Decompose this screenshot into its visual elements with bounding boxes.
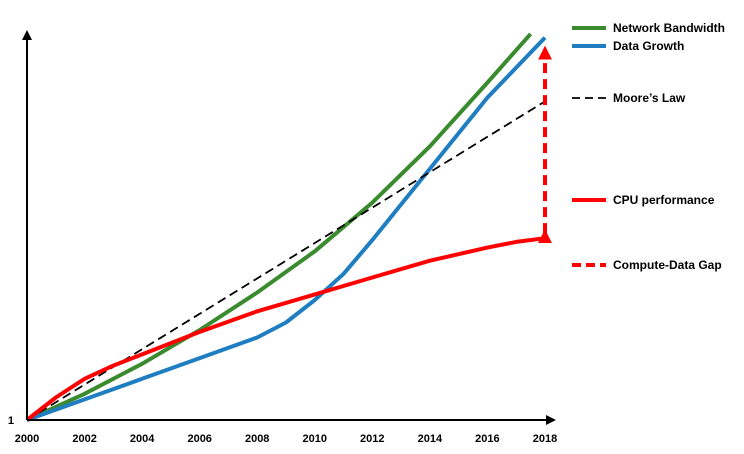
x-tick-label: 2018 (533, 433, 557, 445)
x-tick-label: 2016 (475, 433, 499, 445)
legend-label: Compute-Data Gap (613, 258, 722, 272)
legend-label: Network Bandwidth (613, 21, 725, 35)
series-line-moore-s-law (26, 100, 546, 421)
x-tick-label: 2006 (187, 433, 211, 445)
x-tick-label: 2012 (360, 433, 384, 445)
series-line-network-bandwidth (26, 32, 533, 422)
series-line-cpu-performance (25, 236, 546, 422)
x-tick-label: 2000 (15, 433, 39, 445)
x-tick-label: 2004 (130, 433, 155, 445)
legend-label: CPU performance (613, 193, 715, 207)
y-tick-label: 1 (8, 415, 14, 427)
legend-label: Moore’s Law (613, 91, 686, 105)
x-tick-label: 2002 (72, 433, 96, 445)
x-tick-labels: 2000 2002 2004 2006 2008 2010 2012 2014 2016 2018 (15, 433, 557, 445)
legend-label: Data Growth (613, 39, 684, 53)
x-tick-label: 2014 (418, 433, 443, 445)
legend: Network Bandwidth Data Growth Moore’s Law C… (572, 21, 725, 272)
series-line-data-growth (26, 36, 547, 422)
x-tick-label: 2008 (245, 433, 269, 445)
plot-area (25, 32, 552, 422)
x-tick-label: 2010 (303, 433, 327, 445)
